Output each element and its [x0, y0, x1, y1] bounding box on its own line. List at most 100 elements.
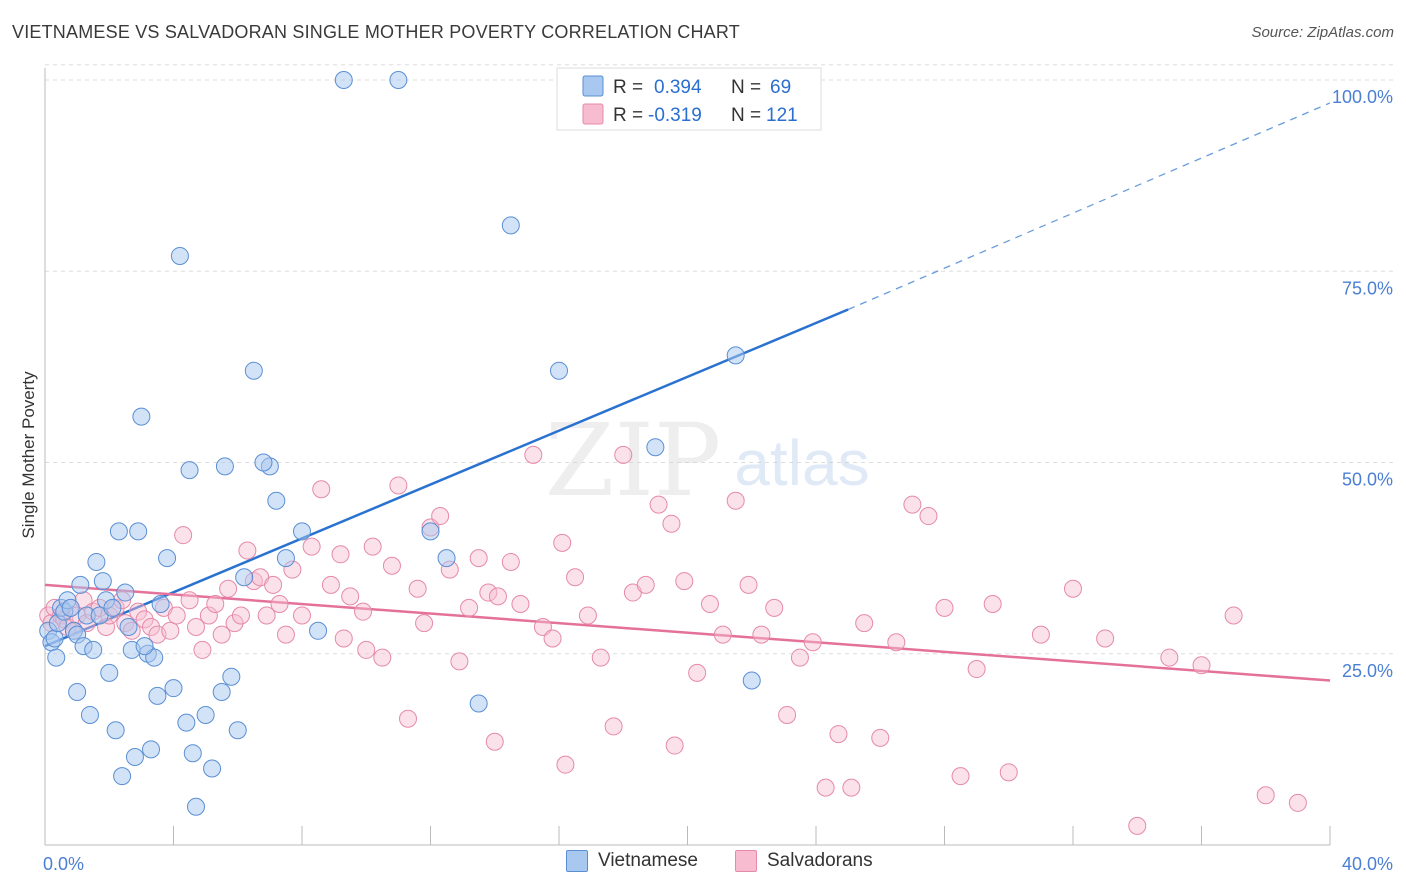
salvadorans-point-77	[636, 575, 655, 594]
x-tick-label-min: 0.0%	[43, 854, 84, 874]
y-tick-label-3: 100.0%	[1332, 87, 1393, 107]
salvadorans-point-88	[778, 705, 797, 724]
stats-r-label-2: R =	[613, 105, 643, 126]
vietnamese-point-13	[84, 640, 103, 659]
salvadorans-point-83	[713, 625, 732, 644]
salvadorans-point-46	[312, 480, 331, 499]
salvadorans-point-36	[238, 541, 257, 560]
salvadorans-point-78	[649, 495, 668, 514]
salvadorans-point-69	[543, 629, 562, 648]
salvadorans-point-89	[790, 648, 809, 667]
salvadorans-point-74	[604, 717, 623, 736]
salvadorans-point-101	[967, 660, 986, 679]
legend-swatch-salvadorans	[735, 850, 757, 872]
salvadorans-point-42	[276, 625, 295, 644]
salvadorans-point-25	[167, 606, 186, 625]
salvadorans-point-33	[219, 579, 238, 598]
vietnamese-point-30	[164, 679, 183, 698]
axes	[44, 68, 1331, 846]
vietnamese-point-10	[71, 575, 90, 594]
vietnamese-point-35	[186, 797, 205, 816]
stats-n-label-1: N =	[731, 77, 761, 98]
y-tick-label-0: 25.0%	[1342, 661, 1393, 681]
salvadorans-point-86	[752, 625, 771, 644]
salvadorans-trend-line	[44, 583, 1331, 682]
salvadorans-point-49	[341, 587, 360, 606]
salvadorans-point-56	[408, 579, 427, 598]
salvadorans-point-98	[919, 507, 938, 526]
salvadorans-point-72	[578, 606, 597, 625]
salvadorans-point-117	[334, 629, 353, 648]
vietnamese-point-54	[646, 438, 665, 457]
stats-n-value-2: 121	[766, 105, 798, 126]
vietnamese-point-40	[228, 721, 247, 740]
salvadorans-point-73	[591, 648, 610, 667]
salvadorans-point-80	[675, 572, 694, 591]
legend-item-salvadorans[interactable]: Salvadorans	[735, 850, 873, 872]
salvadorans-point-95	[871, 728, 890, 747]
vietnamese-point-53	[550, 361, 568, 380]
salvadorans-point-54	[389, 476, 408, 495]
salvadorans-point-31	[206, 595, 225, 614]
salvadorans-point-105	[1064, 579, 1082, 598]
vietnamese-point-60	[80, 705, 99, 724]
salvadorans-point-60	[450, 652, 469, 671]
salvadorans-point-67	[524, 445, 543, 464]
gridlines	[45, 64, 1395, 655]
vietnamese-point-2	[45, 629, 64, 648]
salvadorans-point-65	[501, 552, 520, 571]
salvadorans-point-110	[1224, 606, 1243, 625]
vietnamese-point-63	[235, 568, 254, 587]
vietnamese-point-20	[109, 522, 128, 541]
salvadorans-point-90	[803, 633, 822, 652]
stats-r-value-1: 0.394	[654, 77, 702, 98]
salvadorans-point-79	[662, 514, 681, 533]
y-tick-label-2: 75.0%	[1342, 278, 1393, 298]
salvadorans-point-66	[511, 595, 530, 614]
stats-n-label-2: N =	[731, 105, 761, 126]
salvadorans-point-58	[431, 507, 450, 526]
salvadorans-point-87	[765, 598, 784, 617]
watermark-atlas: atlas	[734, 427, 869, 499]
vietnamese-point-16	[93, 572, 112, 591]
vietnamese-point-39	[222, 667, 241, 686]
salvadorans-point-111	[1256, 786, 1275, 805]
salvadorans-point-55	[399, 709, 418, 728]
salvadorans-point-39	[257, 606, 276, 625]
salvadorans-point-50	[354, 602, 373, 621]
salvadorans-point-32	[212, 625, 231, 644]
bottom-legend: Vietnamese Salvadorans	[0, 850, 1406, 880]
vietnamese-point-61	[47, 648, 66, 667]
vietnamese-point-38	[212, 683, 231, 701]
salvadorans-point-92	[829, 725, 848, 744]
salvadorans-point-100	[951, 767, 970, 786]
vietnamese-point-64	[215, 457, 234, 476]
salvadorans-point-19	[129, 602, 148, 621]
vietnamese-point-47	[334, 71, 353, 89]
salvadorans-point-53	[382, 556, 401, 575]
salvadorans-point-28	[186, 617, 205, 636]
vietnamese-point-57	[106, 721, 125, 740]
salvadorans-point-115	[556, 755, 575, 774]
salvadorans-point-75	[614, 445, 633, 464]
salvadorans-point-62	[469, 549, 488, 568]
chart-title: VIETNAMESE VS SALVADORAN SINGLE MOTHER P…	[12, 22, 740, 42]
stats-r-label-1: R =	[613, 77, 643, 98]
vietnamese-point-55	[726, 346, 745, 365]
legend-label-salvadorans: Salvadorans	[767, 850, 873, 871]
vietnamese-trend-line	[44, 308, 849, 648]
salvadorans-point-106	[1096, 629, 1115, 648]
stats-swatch-salvadorans	[582, 103, 604, 125]
vietnamese-point-23	[129, 522, 148, 541]
source-label: Source: ZipAtlas.com	[1251, 24, 1394, 41]
legend-item-vietnamese[interactable]: Vietnamese	[566, 850, 698, 872]
salvadorans-point-44	[293, 606, 311, 625]
vietnamese-point-45	[293, 522, 311, 541]
salvadorans-point-21	[142, 617, 161, 636]
vietnamese-trend-extension	[847, 102, 1331, 311]
vietnamese-point-56	[742, 671, 761, 690]
salvadorans-point-48	[331, 545, 350, 564]
salvadorans-point-84	[726, 491, 745, 510]
salvadorans-point-91	[816, 778, 835, 797]
salvadorans-point-40	[264, 575, 283, 594]
